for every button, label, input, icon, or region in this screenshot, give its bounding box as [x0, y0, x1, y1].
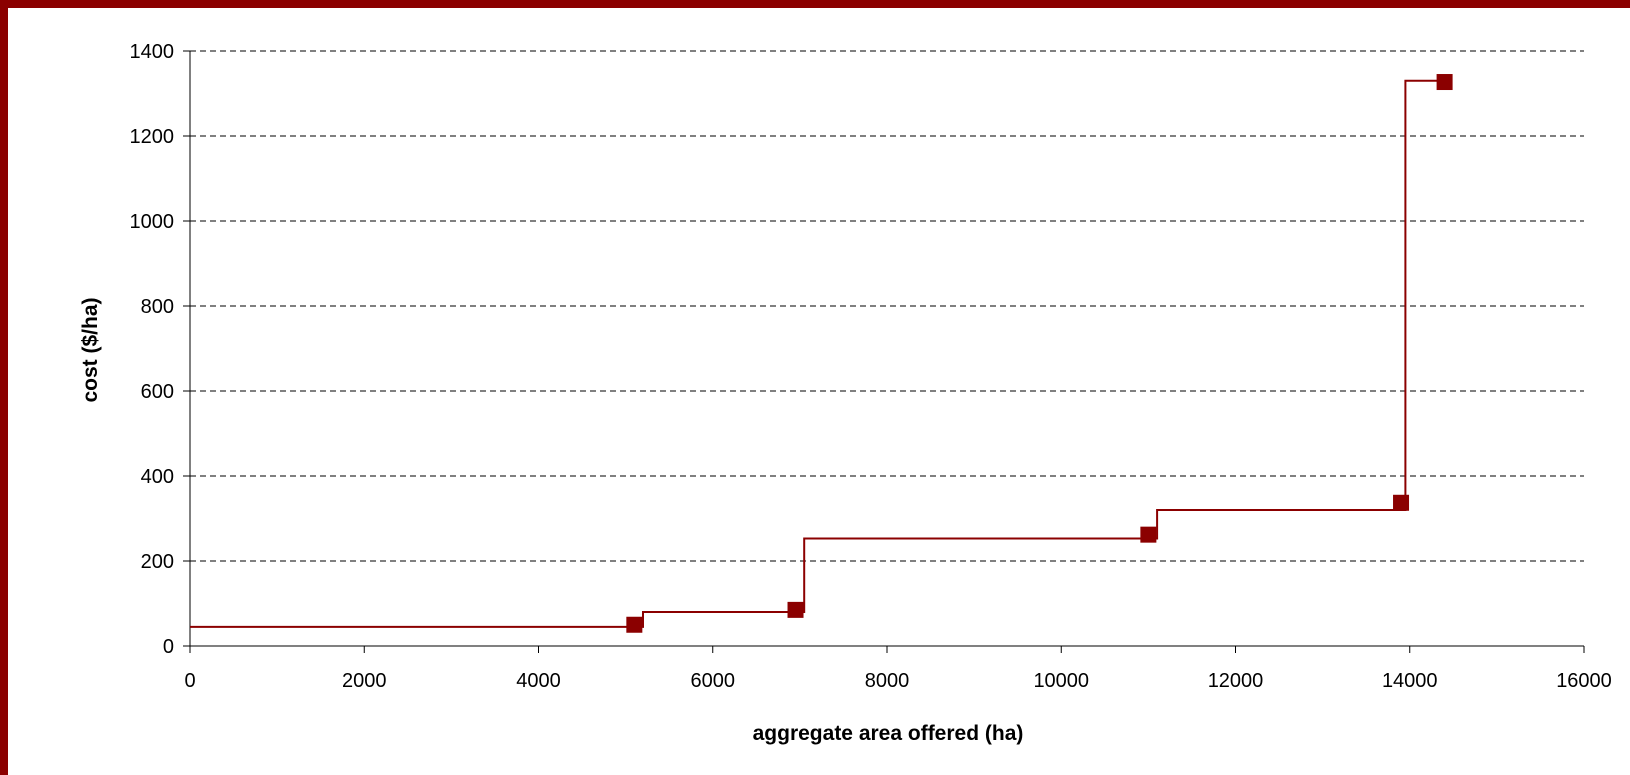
x-tick-label: 8000 [865, 670, 910, 692]
y-tick-label: 600 [141, 381, 174, 403]
data-point [626, 616, 643, 633]
x-tick-label: 2000 [342, 670, 387, 692]
y-tick-label: 1400 [130, 41, 175, 63]
x-tick-label: 4000 [516, 670, 561, 692]
data-point [1436, 74, 1453, 91]
x-tick-label: 16000 [1556, 670, 1612, 692]
y-tick-label: 1000 [130, 211, 175, 233]
x-axis-title: aggregate area offered (ha) [753, 722, 1024, 745]
data-point [1140, 526, 1157, 543]
x-tick-label: 10000 [1033, 670, 1089, 692]
y-tick-label: 200 [141, 551, 174, 573]
gridlines [190, 50, 1584, 562]
data-point [1393, 494, 1410, 511]
x-tick-label: 14000 [1382, 670, 1438, 692]
data-point [787, 601, 804, 618]
y-tick-label: 0 [163, 636, 174, 658]
step-line [190, 79, 1445, 628]
y-tick-label: 400 [141, 466, 174, 488]
y-tick-label: 800 [141, 296, 174, 318]
axes [183, 50, 1585, 653]
x-tick-label: 12000 [1208, 670, 1264, 692]
series [190, 74, 1453, 633]
y-axis-title: cost ($/ha) [79, 297, 102, 402]
y-tick-label: 1200 [130, 126, 175, 148]
x-tick-label: 0 [184, 670, 195, 692]
x-tick-label: 6000 [691, 670, 736, 692]
